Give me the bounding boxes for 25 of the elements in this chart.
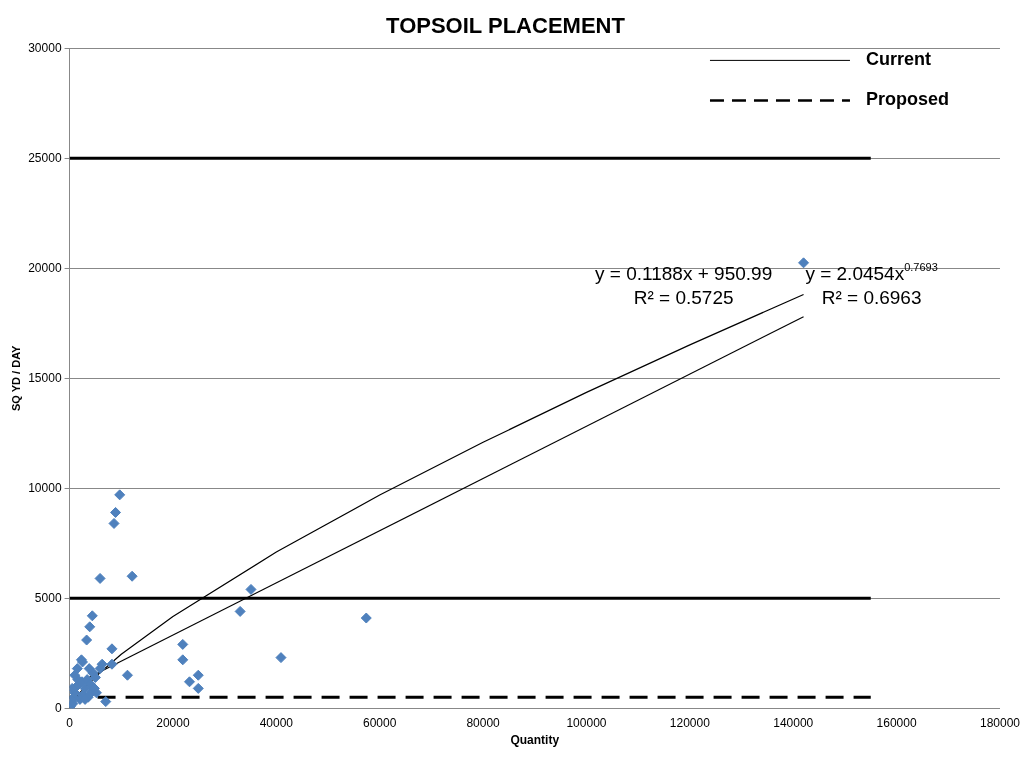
text: Current bbox=[865, 49, 931, 70]
x-tick-label: 160000 bbox=[876, 715, 917, 730]
x-tick-label: 60000 bbox=[363, 715, 397, 730]
text: Proposed bbox=[865, 89, 949, 110]
y-tick-label: 25000 bbox=[28, 150, 62, 165]
chart-title: TOPSOIL PLACEMENT bbox=[386, 13, 626, 39]
annotation: R² = 0.5725 bbox=[633, 287, 734, 309]
x-tick-label: 180000 bbox=[979, 715, 1021, 730]
y-tick-label: 5000 bbox=[34, 590, 62, 605]
y-tick-label: 10000 bbox=[28, 480, 62, 495]
y-tick-label: 20000 bbox=[28, 260, 62, 275]
x-tick-label: 140000 bbox=[773, 715, 814, 730]
x-tick-label: 40000 bbox=[259, 715, 294, 730]
annotation: R² = 0.6963 bbox=[821, 287, 922, 309]
x-tick-label: 20000 bbox=[156, 715, 190, 730]
x-tick-label: 120000 bbox=[669, 715, 711, 730]
x-tick-label: 100000 bbox=[566, 715, 607, 730]
y-tick-label: 15000 bbox=[28, 370, 62, 385]
annotation: y = 0.1188x + 950.99 bbox=[595, 262, 773, 284]
x-tick-label: 80000 bbox=[466, 715, 501, 730]
y-axis-title: SQ YD / DAY bbox=[9, 344, 22, 412]
x-tick-label: 0 bbox=[66, 715, 74, 730]
y-tick-label: 0 bbox=[54, 700, 62, 715]
x-axis-title: Quantity bbox=[510, 733, 560, 748]
y-tick-label: 30000 bbox=[28, 40, 62, 55]
